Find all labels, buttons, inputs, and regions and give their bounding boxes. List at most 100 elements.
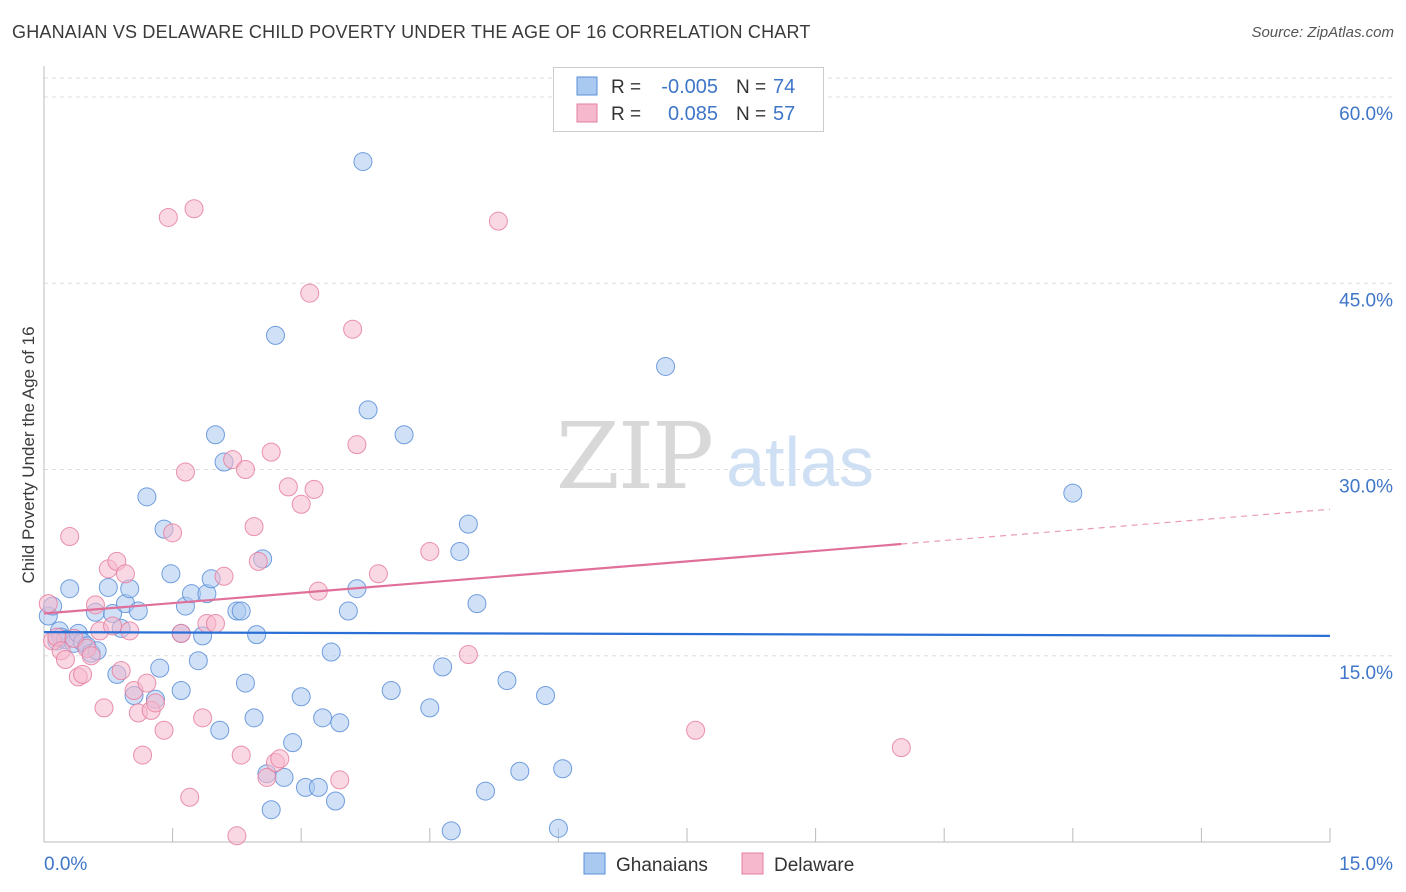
delaware-point <box>38 594 58 614</box>
bottom-legend-label-delaware: Delaware <box>774 855 854 876</box>
ghanaians-point <box>235 673 255 693</box>
ghanaians-point <box>433 657 453 677</box>
delaware-point <box>214 566 234 586</box>
delaware-point <box>154 720 174 740</box>
delaware-point <box>368 564 388 584</box>
delaware-point <box>94 698 114 718</box>
ghanaians-point <box>1063 483 1083 503</box>
y-tick-label: 30.0% <box>1339 477 1393 498</box>
delaware-point <box>81 646 101 666</box>
delaware-point <box>145 693 165 713</box>
bottom-legend: Ghanaians Delaware <box>583 852 854 876</box>
delaware-point <box>111 661 131 681</box>
ghanaians-point <box>150 658 170 678</box>
delaware-point <box>244 517 264 537</box>
legend-n-value: 74 <box>773 76 795 98</box>
ghanaians-point <box>450 541 470 561</box>
ghanaians-point <box>467 594 487 614</box>
delaware-point <box>300 283 320 303</box>
ghanaians-point <box>188 651 208 671</box>
x-tick-label: 15.0% <box>1339 854 1393 875</box>
delaware-point <box>73 664 93 684</box>
chart-source: Source: ZipAtlas.com <box>1251 24 1394 41</box>
chart-title: GHANAIAN VS DELAWARE CHILD POVERTY UNDER… <box>12 22 811 42</box>
ghanaians-point <box>210 720 230 740</box>
delaware-point <box>137 673 157 693</box>
y-tick-label: 45.0% <box>1339 290 1393 311</box>
ghanaians-point <box>60 579 80 599</box>
delaware-point <box>686 720 706 740</box>
legend-box: R = -0.005 N = 74 R = 0.085 N = 57 <box>553 67 824 132</box>
ghanaians-point <box>353 152 373 172</box>
delaware-point <box>235 460 255 479</box>
delaware-point <box>261 442 281 462</box>
ghanaians-point <box>283 733 303 753</box>
delaware-point <box>64 628 84 648</box>
legend-n-label: N = <box>736 77 766 98</box>
ghanaians-point <box>291 687 311 707</box>
delaware-point <box>184 199 204 219</box>
delaware-trend-line <box>43 542 902 615</box>
y-tick-label: 60.0% <box>1339 104 1393 125</box>
ghanaians-point <box>497 671 517 691</box>
ghanaians-point <box>510 761 530 781</box>
delaware-point <box>55 649 75 669</box>
legend-r-label: R = <box>611 104 641 125</box>
ghanaians-point <box>321 642 341 662</box>
legend-swatch-delaware <box>576 103 598 123</box>
delaware-point <box>231 745 251 765</box>
watermark-zip: ZIP <box>556 403 712 510</box>
delaware-point <box>223 450 243 470</box>
ghanaians-point <box>358 400 378 420</box>
delaware-point <box>180 787 200 807</box>
ghanaians-point <box>420 698 440 718</box>
delaware-point <box>270 749 290 769</box>
trend-layer <box>43 508 1331 637</box>
ghanaians-point <box>161 564 181 584</box>
ghanaians-point <box>247 625 267 645</box>
legend-r-value: -0.005 <box>661 76 718 98</box>
legend-swatch-ghanaians <box>576 76 598 96</box>
delaware-point <box>103 616 123 636</box>
ghanaians-point <box>231 601 251 621</box>
delaware-point <box>420 541 440 561</box>
delaware-point <box>257 767 277 787</box>
ghanaians-point <box>548 818 568 838</box>
ghanaians-point <box>313 708 333 728</box>
delaware-point <box>458 645 478 665</box>
delaware-point <box>60 527 80 547</box>
y-tick-label: 15.0% <box>1339 663 1393 684</box>
ghanaians-point <box>308 777 328 797</box>
ghanaians-point <box>137 487 157 507</box>
ghanaians-point <box>656 356 676 376</box>
delaware-point <box>85 595 105 615</box>
watermark: ZIP atlas <box>556 403 874 510</box>
delaware-point <box>347 435 367 455</box>
bottom-legend-swatch-delaware <box>741 852 764 875</box>
delaware-point <box>163 523 183 543</box>
ghanaians-point <box>381 681 401 701</box>
delaware-point <box>133 745 153 765</box>
legend-r-label: R = <box>611 77 641 98</box>
ghanaians-point <box>441 821 461 841</box>
ghanaians-point <box>330 713 350 733</box>
axis-layer: 15.0% 30.0% 45.0% 60.0% 0.0% 15.0% <box>43 66 1393 875</box>
delaware-point <box>115 564 135 584</box>
delaware-point <box>158 207 178 227</box>
delaware-point <box>205 613 225 633</box>
delaware-point <box>304 479 324 499</box>
delaware-point <box>175 462 195 482</box>
ghanaians-point <box>98 577 118 597</box>
ghanaians-point <box>476 781 496 801</box>
ghanaians-point <box>338 601 358 621</box>
ghanaians-point <box>244 708 264 728</box>
delaware-point <box>291 494 311 514</box>
ghanaians-point <box>325 791 345 811</box>
ghanaians-point <box>553 759 573 779</box>
legend-r-value: 0.085 <box>668 103 718 125</box>
ghanaians-point <box>394 425 414 445</box>
delaware-point <box>120 621 140 641</box>
delaware-point <box>227 826 247 846</box>
ghanaians-point <box>261 800 281 820</box>
